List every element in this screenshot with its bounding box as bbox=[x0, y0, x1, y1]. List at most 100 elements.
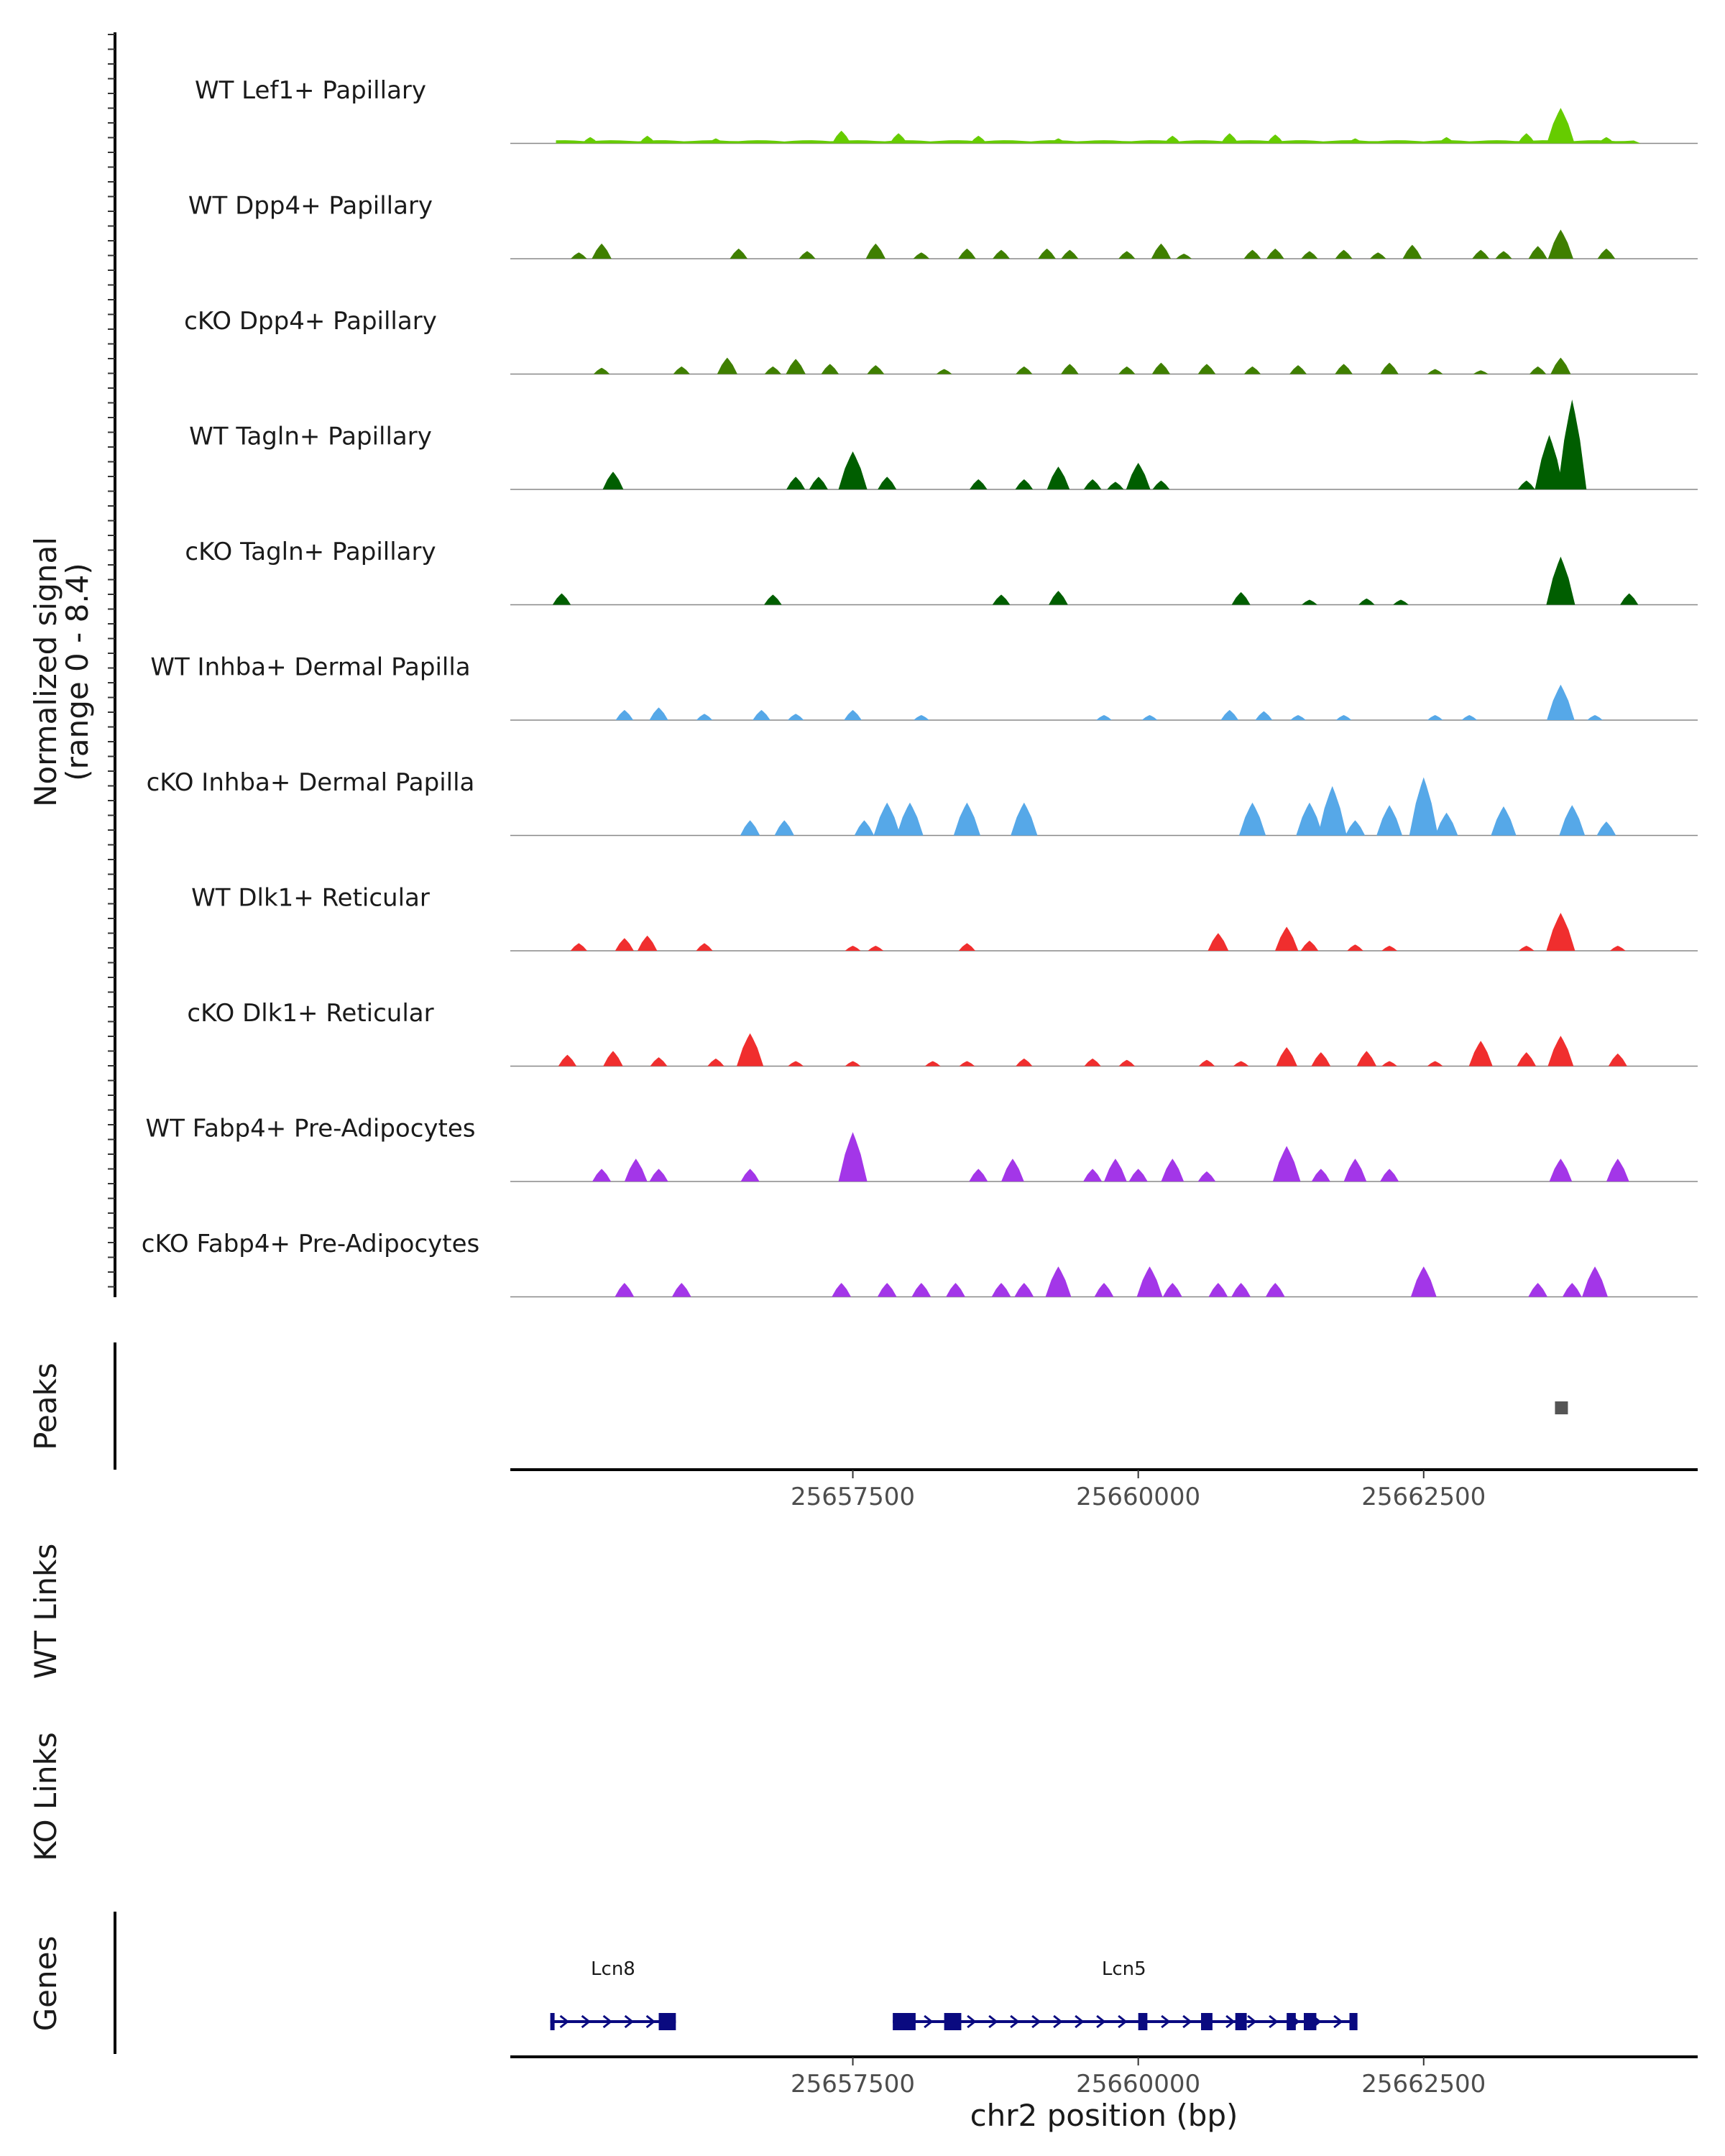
gene-model: Lcn8 bbox=[550, 1958, 676, 2030]
coverage-peak bbox=[1410, 1266, 1437, 1297]
coverage-peak bbox=[873, 802, 901, 836]
coverage-peak bbox=[969, 479, 988, 489]
coverage-peak bbox=[1238, 802, 1266, 836]
coverage-peak bbox=[558, 1054, 577, 1067]
coverage-peak bbox=[1208, 1283, 1228, 1297]
coverage-peak bbox=[1343, 1158, 1367, 1181]
coverage-peak bbox=[889, 133, 908, 144]
coverage-peak bbox=[1335, 714, 1352, 720]
gene-label: Lcn8 bbox=[591, 1958, 635, 1980]
coverage-peak bbox=[786, 359, 806, 374]
track-label: cKO Dpp4+ Papillary bbox=[184, 307, 437, 336]
coverage-peak bbox=[581, 137, 599, 144]
coverage-peak bbox=[1547, 684, 1575, 720]
coverage-peak bbox=[717, 357, 737, 374]
coverage-peak bbox=[1152, 480, 1170, 489]
coverage-peak bbox=[552, 593, 571, 605]
coverage-track: cKO Fabp4+ Pre-Adipocytes bbox=[142, 1230, 1698, 1298]
coverage-peak bbox=[1529, 366, 1547, 374]
coverage-peak bbox=[1083, 1169, 1103, 1181]
coverage-peak bbox=[1376, 805, 1403, 836]
coverage-peak bbox=[570, 943, 587, 951]
strand-arrow bbox=[1053, 2014, 1063, 2029]
coverage-peak bbox=[1061, 249, 1079, 259]
coverage-peak bbox=[1369, 252, 1386, 259]
coverage-peak bbox=[1587, 714, 1603, 720]
coverage-peak bbox=[740, 820, 760, 836]
coverage-peak bbox=[1276, 1047, 1297, 1067]
gene-exon bbox=[1303, 2013, 1317, 2030]
coverage-peak bbox=[1197, 364, 1216, 374]
coverage-y-axis-subtitle: (range 0 - 8.4) bbox=[60, 563, 95, 781]
coverage-peak bbox=[1136, 1266, 1163, 1297]
coverage-y-axis-title: Normalized signal bbox=[28, 537, 63, 807]
coverage-track: WT Dpp4+ Papillary bbox=[188, 192, 1698, 259]
track-label: cKO Fabp4+ Pre-Adipocytes bbox=[142, 1230, 480, 1258]
coverage-peak bbox=[845, 1061, 861, 1067]
strand-arrow bbox=[559, 2014, 569, 2029]
coverage-peak bbox=[878, 476, 897, 489]
coverage-peak bbox=[1427, 369, 1443, 374]
track-label: WT Dlk1+ Reticular bbox=[191, 884, 430, 913]
coverage-peak bbox=[1084, 1058, 1101, 1067]
coverage-peak bbox=[736, 1033, 764, 1067]
coverage-peak bbox=[1356, 1051, 1377, 1067]
coverage-peak bbox=[1038, 248, 1056, 259]
coverage-base-area bbox=[556, 140, 1641, 144]
coverage-peak bbox=[615, 938, 634, 951]
coverage-peak bbox=[1435, 812, 1458, 836]
coverage-peak bbox=[637, 935, 658, 951]
track-label: cKO Dlk1+ Reticular bbox=[187, 999, 433, 1028]
track-label: WT Lef1+ Papillary bbox=[195, 76, 426, 105]
coverage-peak bbox=[593, 367, 610, 374]
coverage-peak bbox=[1311, 1052, 1331, 1067]
coverage-peak bbox=[865, 243, 886, 259]
coverage-peak bbox=[1001, 1158, 1024, 1181]
coverage-peak bbox=[1049, 591, 1068, 605]
coverage-peak bbox=[615, 709, 634, 720]
coverage-peak bbox=[838, 1132, 868, 1181]
coverage-peak bbox=[753, 709, 770, 720]
coverage-peak bbox=[1358, 598, 1375, 605]
x-tick-label: 25660000 bbox=[1076, 2070, 1200, 2099]
coverage-peak bbox=[1011, 802, 1038, 836]
coverage-peak bbox=[1301, 599, 1317, 605]
coverage-peak bbox=[1176, 253, 1192, 259]
coverage-track: WT Lef1+ Papillary bbox=[195, 76, 1698, 144]
coverage-track: cKO Inhba+ Dermal Papilla bbox=[147, 768, 1698, 837]
coverage-peak bbox=[991, 1283, 1011, 1297]
coverage-peak bbox=[993, 249, 1011, 259]
coverage-peak bbox=[1620, 593, 1639, 605]
coverage-peak bbox=[1231, 1283, 1251, 1297]
coverage-peak bbox=[1517, 480, 1535, 489]
coverage-peak bbox=[615, 1283, 635, 1297]
coverage-peak bbox=[707, 138, 724, 144]
coverage-peak bbox=[1274, 926, 1299, 951]
coverage-peak bbox=[1300, 940, 1319, 951]
coverage-peak bbox=[1558, 399, 1587, 489]
peak-region bbox=[1555, 1401, 1568, 1414]
x-tick-label: 25662500 bbox=[1361, 1483, 1486, 1511]
coverage-peak bbox=[1582, 1266, 1608, 1297]
coverage-peak bbox=[799, 251, 816, 259]
coverage-peak bbox=[1198, 1059, 1215, 1067]
coverage-peak bbox=[924, 1061, 941, 1067]
coverage-peak bbox=[1255, 711, 1273, 720]
left-axes: Normalized signal(range 0 - 8.4) bbox=[28, 32, 116, 1297]
coverage-peak bbox=[1016, 366, 1033, 374]
coverage-peak bbox=[1608, 1053, 1627, 1067]
coverage-peak bbox=[1547, 229, 1573, 259]
coverage-peak bbox=[1118, 251, 1136, 259]
coverage-peak bbox=[845, 945, 861, 951]
gene-exon bbox=[550, 2013, 555, 2030]
x-axis-title: chr2 position (bp) bbox=[970, 2098, 1238, 2133]
strand-arrow bbox=[1161, 2014, 1171, 2029]
strand-arrow bbox=[1247, 2014, 1257, 2029]
coverage-peak bbox=[650, 1057, 668, 1067]
strand-arrow bbox=[1225, 2014, 1236, 2029]
coverage-peak bbox=[1296, 802, 1323, 836]
coverage-peak bbox=[1083, 479, 1102, 489]
coverage-peak bbox=[946, 1283, 965, 1297]
coverage-peak bbox=[707, 1058, 724, 1067]
coverage-peak bbox=[1162, 1283, 1182, 1297]
